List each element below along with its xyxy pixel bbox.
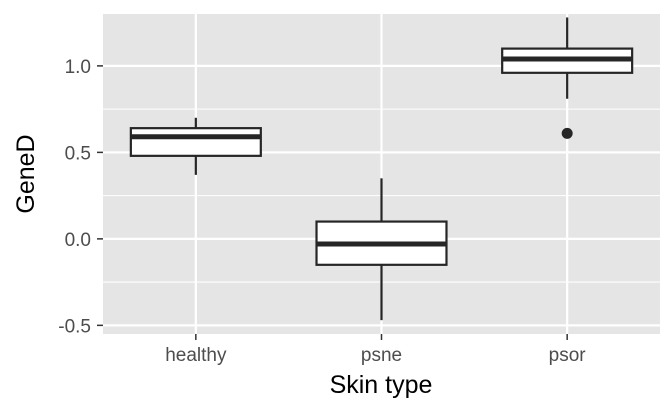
y-tick-label: 0.0 <box>65 230 91 251</box>
x-axis: healthy psne psor <box>165 334 586 366</box>
x-tick-label: psor <box>549 345 587 366</box>
x-axis-title: Skin type <box>330 371 433 399</box>
y-axis-title: GeneD <box>12 134 40 213</box>
box-series <box>129 17 634 321</box>
y-tick-label: 0.5 <box>65 143 91 164</box>
box-outlier-point <box>561 127 573 139</box>
box-iqr <box>129 127 262 157</box>
x-tick-label: healthy <box>165 345 227 366</box>
y-tick-label: -0.5 <box>58 316 91 337</box>
x-tick-label: psne <box>361 345 402 366</box>
y-tick-label: 1.0 <box>65 57 91 78</box>
y-axis: -0.5 0.0 0.5 1.0 <box>58 57 103 337</box>
